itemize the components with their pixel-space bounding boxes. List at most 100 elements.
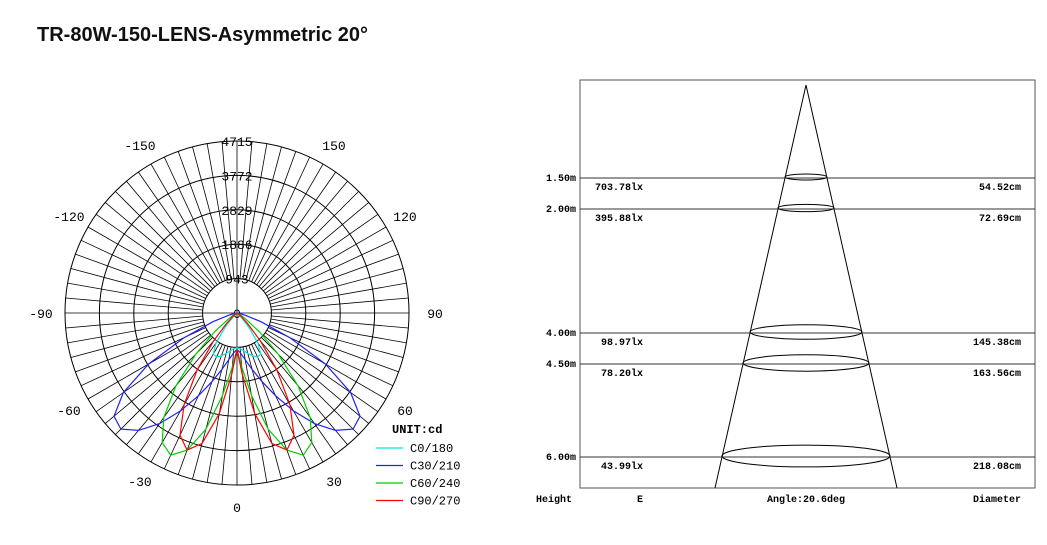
cone-edge-right <box>805 84 898 489</box>
radial-spoke <box>95 332 210 412</box>
radial-spoke <box>269 253 399 302</box>
radial-spoke <box>221 141 235 279</box>
radial-spoke <box>163 156 223 282</box>
radial-spoke <box>80 239 206 299</box>
radial-spoke <box>138 171 218 286</box>
chart-title: TR-80W-150-LENS-Asymmetric 20° <box>37 24 369 46</box>
radial-spoke <box>163 344 223 470</box>
diameter-label: 145.38cm <box>973 338 1021 349</box>
diameter-label: 54.52cm <box>979 183 1021 194</box>
polar-intensity-chart: 0 943 1886 2829 3772 4715 0 30 60 90 120 150 -150 -12… <box>29 135 460 516</box>
diameter-label: 163.56cm <box>973 369 1021 380</box>
angle-label: -150 <box>124 139 155 154</box>
radial-spoke <box>251 344 311 470</box>
radial-spoke <box>239 141 253 279</box>
diameter-label: 218.08cm <box>973 462 1021 473</box>
diameter-label: 72.69cm <box>979 214 1021 225</box>
radial-spoke <box>263 202 370 292</box>
radial-spoke <box>271 297 409 311</box>
legend-label: C0/180 <box>410 442 453 456</box>
radial-tick-label: 1886 <box>221 238 252 253</box>
radial-spoke <box>104 334 211 424</box>
beam-ellipse <box>777 203 835 213</box>
radial-spoke <box>138 340 218 455</box>
radial-tick-label: 3772 <box>221 169 252 184</box>
radial-spoke <box>253 163 324 284</box>
radial-spoke <box>70 268 204 305</box>
radial-spoke <box>87 226 208 297</box>
height-label: 6.00m <box>546 453 576 464</box>
radial-tick-label: 943 <box>225 273 248 288</box>
radial-spoke <box>65 315 203 329</box>
radial-spoke <box>150 163 221 284</box>
radial-spoke <box>177 151 226 281</box>
cone-edge-left <box>714 84 807 489</box>
angle-label: 150 <box>322 139 345 154</box>
radial-spoke <box>268 239 394 299</box>
radial-tick-label: 4715 <box>221 135 252 150</box>
radial-spoke <box>95 214 210 294</box>
radial-spoke <box>264 214 379 294</box>
angle-label: 60 <box>397 404 413 419</box>
unit-label: UNIT:cd <box>392 423 442 437</box>
radial-spoke <box>270 282 407 308</box>
height-header: Height <box>536 494 572 506</box>
angle-label: -90 <box>29 307 52 322</box>
beam-ellipse <box>749 324 863 340</box>
radial-spoke <box>115 191 213 289</box>
radial-spoke <box>248 345 297 475</box>
beam-ellipse <box>784 173 828 181</box>
diameter-header: Diameter <box>973 494 1021 506</box>
angle-label: 120 <box>393 210 416 225</box>
radial-spoke <box>269 324 399 373</box>
radial-spoke <box>104 202 211 292</box>
angle-label: Angle:20.6deg <box>767 494 845 506</box>
height-label: 4.00m <box>546 329 576 340</box>
angle-label: -120 <box>53 210 84 225</box>
series-curve-C90-270 <box>179 312 295 451</box>
radial-spoke <box>261 191 359 289</box>
radial-spoke <box>126 339 216 446</box>
e-header: E <box>637 495 643 506</box>
radial-spoke <box>245 146 282 280</box>
radial-spoke <box>242 143 268 280</box>
radial-spoke <box>206 143 232 280</box>
radial-spoke <box>266 226 387 297</box>
cone-frame <box>579 79 1036 489</box>
illuminance-label: 703.78lx <box>595 182 643 194</box>
radial-spoke <box>270 318 407 344</box>
angle-label: -30 <box>128 475 151 490</box>
radial-spoke <box>258 339 348 446</box>
radial-spoke <box>67 318 204 344</box>
beam-ellipse <box>742 354 870 372</box>
radial-spoke <box>271 315 409 329</box>
angle-label: 0 <box>233 501 241 516</box>
illuminance-label: 98.97lx <box>601 337 643 349</box>
radial-spoke <box>258 180 348 287</box>
radial-spoke <box>263 334 370 424</box>
legend-label: C60/240 <box>410 477 460 491</box>
height-label: 1.50m <box>546 174 576 185</box>
height-label: 2.00m <box>546 205 576 216</box>
angle-label: -60 <box>57 404 80 419</box>
radial-tick-label: 0 <box>233 307 241 322</box>
illuminance-label: 78.20lx <box>601 368 643 380</box>
radial-spoke <box>251 156 311 282</box>
radial-spoke <box>248 151 297 281</box>
radial-spoke <box>192 146 229 280</box>
illuminance-label: 43.99lx <box>601 461 643 473</box>
radial-tick-label: 2829 <box>221 204 252 219</box>
radial-spoke <box>75 253 205 302</box>
radial-spoke <box>67 282 204 308</box>
radial-spoke <box>70 321 204 358</box>
legend-label: C30/210 <box>410 460 460 474</box>
radial-spoke <box>256 340 336 455</box>
angle-label: 30 <box>326 475 342 490</box>
beam-ellipse <box>721 444 891 468</box>
illuminance-label: 395.88lx <box>595 213 643 225</box>
radial-spoke <box>65 297 203 311</box>
radial-spoke <box>75 324 205 373</box>
radial-spoke <box>126 180 216 287</box>
radial-spoke <box>256 171 336 286</box>
